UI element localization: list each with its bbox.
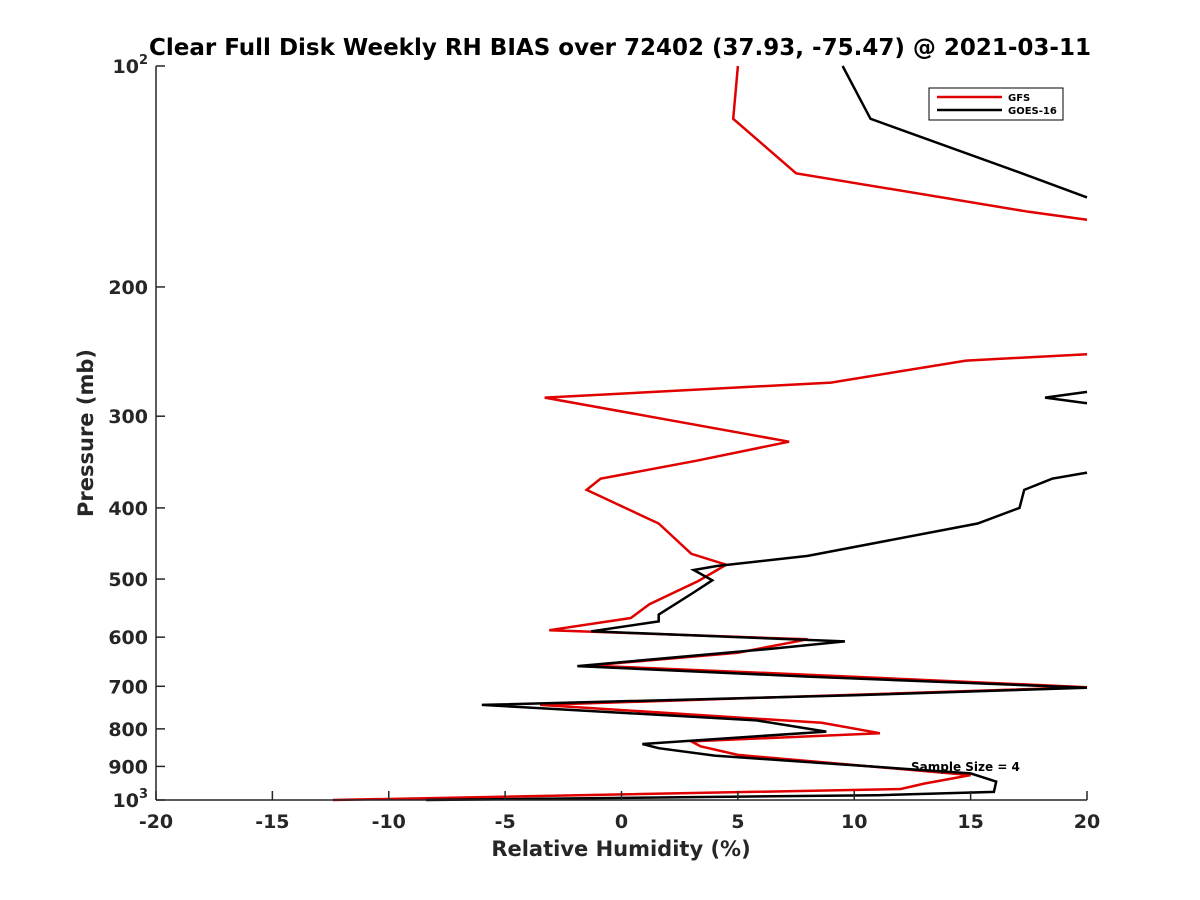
- y-axis-label: Pressure (mb): [74, 349, 98, 517]
- y-tick-label: 900: [108, 756, 148, 778]
- y-tick-label: 800: [108, 719, 148, 741]
- y-tick-label: 500: [108, 569, 148, 591]
- x-tick-label: -15: [255, 811, 289, 833]
- legend-goes16-label: GOES-16: [1008, 106, 1057, 117]
- series-layer: [332, 65, 1088, 802]
- series-line-goes16: [425, 471, 1088, 802]
- series-line-goes16: [841, 65, 1088, 199]
- legend-box: [928, 87, 1064, 121]
- chart-title: Clear Full Disk Weekly RH BIAS over 7240…: [149, 35, 1091, 61]
- series-line-gfs: [332, 352, 1088, 802]
- legend-gfs-label: GFS: [1008, 93, 1030, 104]
- y-tick-label: 103: [113, 787, 149, 812]
- series-line-gfs: [731, 65, 1088, 222]
- x-tick-label: 10: [841, 811, 867, 833]
- x-axis-label: Relative Humidity (%): [491, 837, 750, 861]
- y-tick-label: 400: [108, 498, 148, 520]
- x-tick-label: -10: [372, 811, 406, 833]
- y-tick-label: 102: [113, 53, 149, 78]
- series-line-goes16: [1044, 390, 1088, 405]
- x-axis-ticks: -20 -15 -10 -5 0 5 10 15 20: [139, 791, 1100, 833]
- x-tick-label: 5: [731, 811, 744, 833]
- x-tick-label: 0: [615, 811, 628, 833]
- y-tick-label: 300: [108, 406, 148, 428]
- x-tick-label: -20: [139, 811, 173, 833]
- x-tick-label: 15: [957, 811, 983, 833]
- x-tick-label: 20: [1074, 811, 1100, 833]
- x-tick-label: -5: [495, 811, 516, 833]
- y-tick-label: 700: [108, 676, 148, 698]
- legend: GFS GOES-16: [928, 87, 1064, 121]
- y-axis-ticks: 102 200 300 400 500 600 700 800 900 103: [108, 53, 165, 812]
- y-tick-label: 600: [108, 627, 148, 649]
- y-tick-label: 200: [108, 277, 148, 299]
- sample-size-annotation: Sample Size = 4: [911, 760, 1020, 774]
